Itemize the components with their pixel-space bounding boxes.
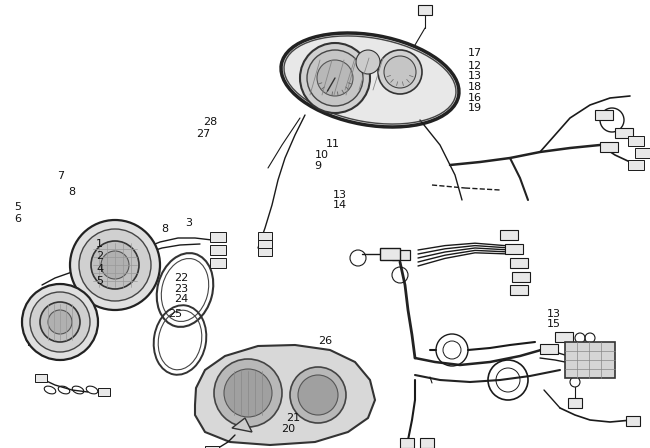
Text: 20: 20 xyxy=(281,424,295,434)
Text: 25: 25 xyxy=(168,309,182,319)
FancyBboxPatch shape xyxy=(392,250,410,260)
Polygon shape xyxy=(232,418,252,432)
Text: 2: 2 xyxy=(96,251,103,261)
FancyBboxPatch shape xyxy=(258,240,272,248)
Circle shape xyxy=(48,310,72,334)
Text: 27: 27 xyxy=(196,129,211,138)
FancyBboxPatch shape xyxy=(555,332,573,342)
FancyBboxPatch shape xyxy=(600,142,618,152)
Circle shape xyxy=(300,43,370,113)
Circle shape xyxy=(22,284,98,360)
Text: 5: 5 xyxy=(14,202,21,212)
Text: 17: 17 xyxy=(468,48,482,58)
Text: 24: 24 xyxy=(174,294,188,304)
FancyBboxPatch shape xyxy=(418,5,432,15)
Text: 15: 15 xyxy=(547,319,562,329)
FancyBboxPatch shape xyxy=(540,344,558,354)
FancyBboxPatch shape xyxy=(565,342,615,378)
Text: 7: 7 xyxy=(57,171,64,181)
Circle shape xyxy=(307,50,363,106)
Circle shape xyxy=(70,220,160,310)
FancyBboxPatch shape xyxy=(500,230,518,240)
FancyBboxPatch shape xyxy=(505,244,523,254)
Circle shape xyxy=(317,60,353,96)
Circle shape xyxy=(40,302,80,342)
FancyBboxPatch shape xyxy=(258,232,272,240)
FancyBboxPatch shape xyxy=(380,248,400,260)
Circle shape xyxy=(101,251,129,279)
Ellipse shape xyxy=(281,33,459,127)
FancyBboxPatch shape xyxy=(568,398,582,408)
Polygon shape xyxy=(195,345,375,445)
Circle shape xyxy=(224,369,272,417)
Text: 3: 3 xyxy=(185,218,192,228)
FancyBboxPatch shape xyxy=(595,110,613,120)
FancyBboxPatch shape xyxy=(420,438,434,448)
FancyBboxPatch shape xyxy=(512,272,530,282)
Text: 13: 13 xyxy=(547,309,562,319)
FancyBboxPatch shape xyxy=(400,438,414,448)
FancyBboxPatch shape xyxy=(626,416,640,426)
Circle shape xyxy=(356,50,380,74)
FancyBboxPatch shape xyxy=(98,388,110,396)
Text: 14: 14 xyxy=(333,200,347,210)
FancyBboxPatch shape xyxy=(210,258,226,268)
Text: 1: 1 xyxy=(96,239,103,249)
Text: 21: 21 xyxy=(286,414,300,423)
FancyBboxPatch shape xyxy=(35,374,47,382)
Text: 13: 13 xyxy=(468,71,482,81)
FancyBboxPatch shape xyxy=(510,258,528,268)
Text: 8: 8 xyxy=(68,187,75,197)
Text: 9: 9 xyxy=(315,161,322,171)
Circle shape xyxy=(79,229,151,301)
Circle shape xyxy=(298,375,338,415)
FancyBboxPatch shape xyxy=(210,232,226,242)
Circle shape xyxy=(30,292,90,352)
Text: 13: 13 xyxy=(333,190,347,200)
FancyBboxPatch shape xyxy=(628,136,644,146)
FancyBboxPatch shape xyxy=(628,160,644,170)
Text: 16: 16 xyxy=(468,93,482,103)
FancyBboxPatch shape xyxy=(510,285,528,295)
FancyBboxPatch shape xyxy=(635,148,650,158)
FancyBboxPatch shape xyxy=(258,248,272,256)
Text: 10: 10 xyxy=(315,150,329,160)
Text: 12: 12 xyxy=(468,61,482,71)
Circle shape xyxy=(91,241,139,289)
Text: 26: 26 xyxy=(318,336,333,346)
Text: 5: 5 xyxy=(96,276,103,286)
FancyBboxPatch shape xyxy=(210,245,226,255)
Circle shape xyxy=(214,359,282,427)
Text: 19: 19 xyxy=(468,103,482,113)
Circle shape xyxy=(384,56,416,88)
Text: 28: 28 xyxy=(203,117,217,127)
Text: 8: 8 xyxy=(161,224,168,234)
Text: 18: 18 xyxy=(468,82,482,92)
Text: 22: 22 xyxy=(174,273,188,283)
Text: 6: 6 xyxy=(14,214,21,224)
Text: 4: 4 xyxy=(96,264,103,274)
Circle shape xyxy=(290,367,346,423)
FancyBboxPatch shape xyxy=(615,128,633,138)
Text: 23: 23 xyxy=(174,284,188,293)
FancyBboxPatch shape xyxy=(205,446,219,448)
Circle shape xyxy=(378,50,422,94)
Text: 11: 11 xyxy=(326,139,341,149)
